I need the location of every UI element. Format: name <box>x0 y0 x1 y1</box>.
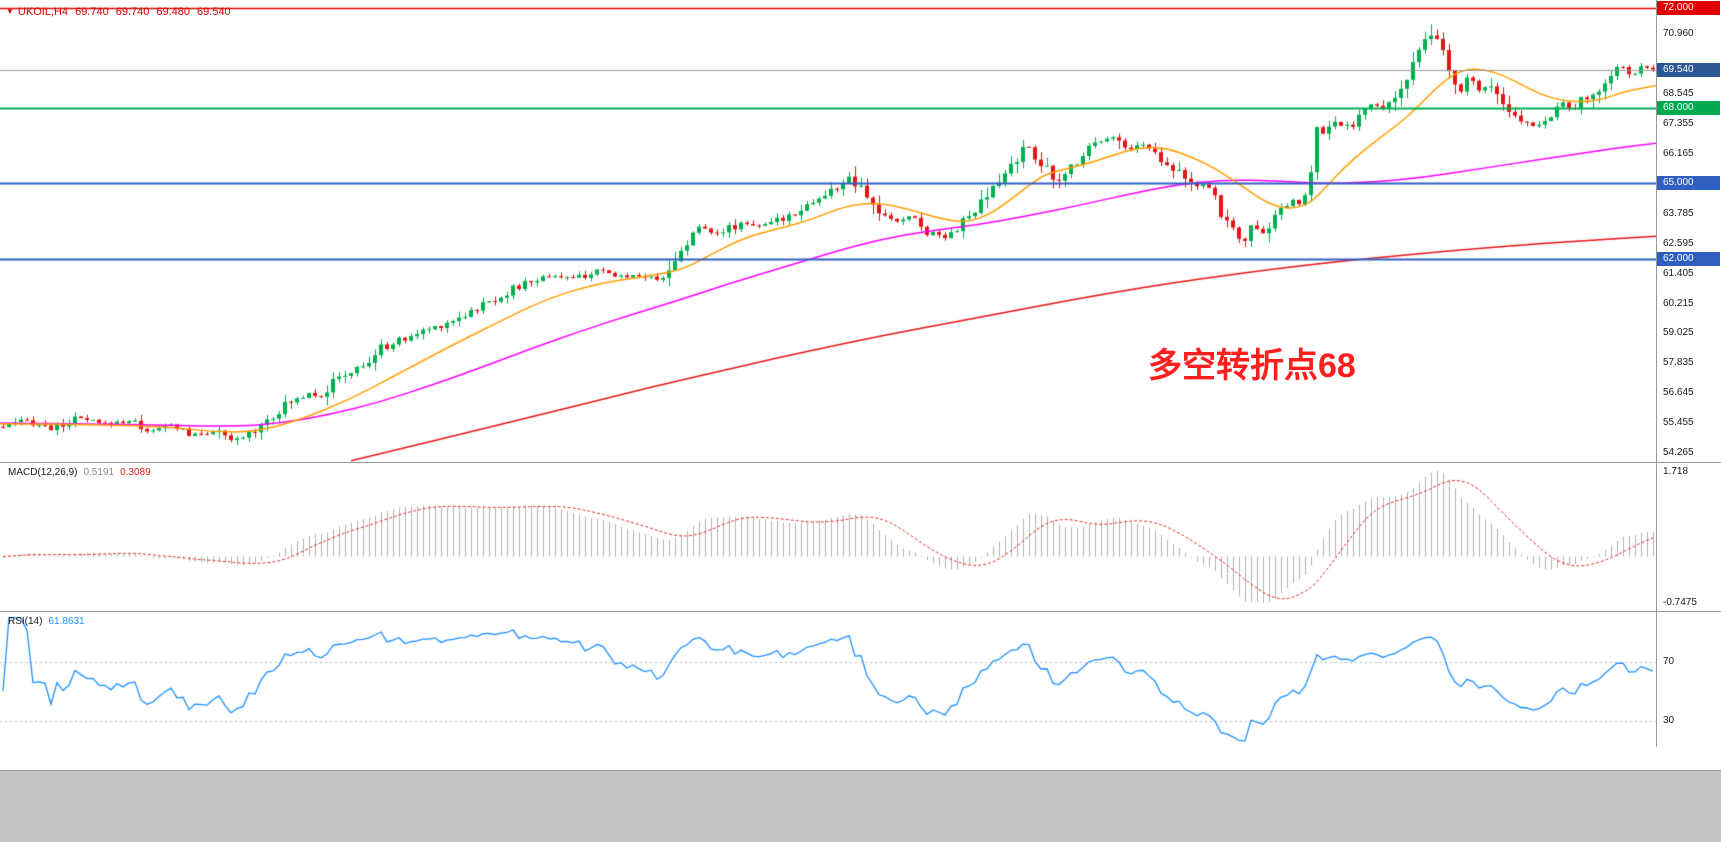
ohlc-low-value: 69.480 <box>156 6 191 18</box>
bottom-status-area <box>0 770 1721 842</box>
rsi-indicator-canvas[interactable] <box>0 612 1656 747</box>
price-line-badge: 62.000 <box>1657 251 1720 266</box>
chart-annotation-text: 多空转折点68 <box>1148 347 1356 385</box>
price-tick-label: 63.785 <box>1663 207 1694 219</box>
macd-panel-separator[interactable] <box>0 462 1721 463</box>
ohlc-open-value: 69.740 <box>75 6 109 18</box>
macd-indicator-canvas[interactable] <box>0 463 1656 611</box>
rsi-name: RSI(14) <box>8 616 43 627</box>
price-tick-label: 56.645 <box>1663 387 1694 399</box>
price-scale-axis[interactable]: 70.960 68.545 67.355 66.165 63.785 62.595 61.4… <box>1657 0 1721 747</box>
symbol-dropdown-icon[interactable]: ▼ <box>6 7 14 16</box>
rsi-value: 61.8631 <box>48 616 85 627</box>
time-scale-axis[interactable]: 24 Jan 202126 Jan 05:0027 Jan 17:0029 Ja… <box>0 747 1721 770</box>
ohlc-high-value: 69.740 <box>115 6 150 18</box>
price-tick-label: 57.835 <box>1663 357 1694 369</box>
price-tick-label: 55.455 <box>1663 416 1694 428</box>
price-scale-separator <box>1656 0 1657 747</box>
symbol-ohlc-header: ▼ UKOIL,H4 69.740 69.740 69.480 69.540 <box>6 6 238 18</box>
price-tick-label: 62.595 <box>1663 237 1694 249</box>
price-line-badge: 69.540 <box>1657 62 1720 77</box>
price-tick-label: 68.545 <box>1663 88 1694 100</box>
macd-signal-value: 0.3089 <box>120 467 151 478</box>
price-tick-label: 61.405 <box>1663 267 1694 279</box>
price-tick-label: 67.355 <box>1663 118 1694 130</box>
macd-name: MACD(12,26,9) <box>8 467 78 478</box>
macd-indicator-label: MACD(12,26,9) 0.5191 0.3089 <box>8 467 151 478</box>
price-tick-label: 59.025 <box>1663 327 1694 339</box>
ohlc-close-value: 69.540 <box>197 6 231 18</box>
rsi-level-label: 70 <box>1663 655 1675 667</box>
rsi-level-label: 30 <box>1663 714 1675 726</box>
main-price-chart-canvas[interactable] <box>0 0 1656 462</box>
macd-main-value: 0.5191 <box>83 467 115 478</box>
price-line-badge: 65.000 <box>1657 176 1720 191</box>
price-tick-label: 54.265 <box>1663 446 1694 458</box>
price-tick-label: 70.960 <box>1663 27 1694 39</box>
rsi-indicator-label: RSI(14) 61.8631 <box>8 616 85 627</box>
price-line-badge: 68.000 <box>1657 101 1720 116</box>
symbol-name: UKOIL,H4 <box>17 6 69 18</box>
price-line-badge: 72.000 <box>1657 0 1720 15</box>
price-tick-label: 66.165 <box>1663 148 1694 160</box>
macd-scale-label: -0.7475 <box>1663 597 1697 608</box>
macd-scale-label: 1.718 <box>1663 466 1689 477</box>
price-tick-label: 60.215 <box>1663 297 1694 309</box>
rsi-panel-separator[interactable] <box>0 611 1721 612</box>
